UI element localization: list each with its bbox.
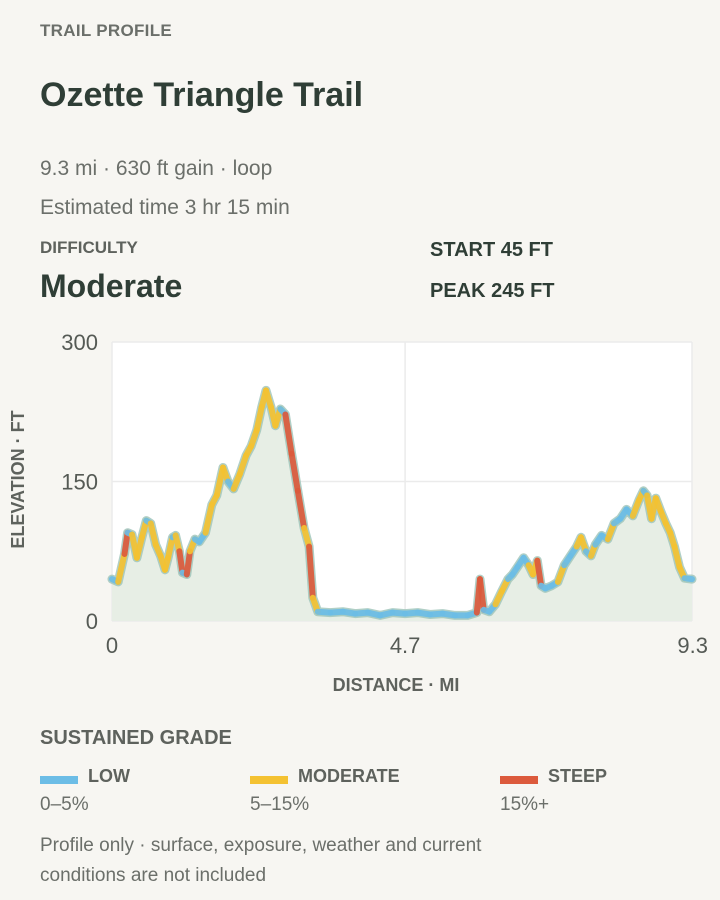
peak-value: 245 FT: [491, 280, 555, 302]
y-tick-label: 150: [61, 470, 98, 495]
profile-segment: [282, 411, 295, 457]
legend-name-moderate: MODERATE: [298, 766, 400, 786]
profile-segment: [202, 501, 215, 536]
y-tick-label: 0: [86, 609, 98, 634]
grade-segments: [109, 387, 695, 619]
legend-swatch-low: [40, 776, 78, 784]
profile-segment: [301, 525, 313, 550]
trail-title: Ozette Triangle Trail: [40, 76, 364, 114]
start-elevation: START 45 FT: [430, 239, 553, 262]
elevation-area: [112, 390, 692, 621]
profile-segment: [165, 534, 176, 561]
difficulty-value: Moderate: [40, 268, 183, 304]
x-tick-labels: 0 4.7 9.3: [106, 633, 708, 658]
profile-segment: [147, 520, 159, 548]
y-tick-labels: 0 150 300: [61, 330, 98, 634]
profile-segment: [477, 576, 487, 613]
profile-segment: [133, 534, 145, 561]
x-tick-label: 0: [106, 633, 118, 658]
profile-segment: [183, 548, 193, 578]
legend-range-steep: 15%+: [500, 794, 550, 815]
profile-segment: [681, 575, 695, 583]
legend-title: SUSTAINED GRADE: [40, 727, 232, 749]
eyebrow-label: TRAIL PROFILE: [40, 21, 173, 40]
x-axis-label: DISTANCE · MI: [333, 675, 460, 695]
legend-swatch-steep: [500, 776, 538, 784]
profile-segment: [534, 557, 545, 589]
legend-range-low: 0–5%: [40, 794, 89, 815]
difficulty-label: DIFFICULTY: [40, 238, 138, 257]
legend-range-moderate: 5–15%: [250, 794, 310, 815]
legend-name-steep: STEEP: [548, 766, 608, 786]
peak-label: PEAK: [430, 280, 486, 302]
start-value: 45 FT: [500, 239, 553, 261]
profile-segment: [176, 548, 186, 576]
start-label: START: [430, 239, 496, 261]
x-tick-label: 9.3: [677, 633, 708, 658]
peak-elevation: PEAK 245 FT: [430, 280, 555, 303]
elevation-chart: 0 150 300 0 4.7 9.3 DISTANCE · MI ELEVATION …: [8, 330, 708, 695]
footnote: Profile only · surface, exposure, weathe…: [40, 835, 482, 886]
profile-segment: [288, 450, 301, 494]
legend-name-low: LOW: [88, 766, 130, 786]
y-tick-label: 300: [61, 330, 98, 355]
estimated-time: Estimated time 3 hr 15 min: [40, 196, 290, 219]
profile-segment: [121, 529, 131, 557]
trail-summary: 9.3 mi · 630 ft gain · loop: [40, 157, 273, 180]
profile-segment: [294, 487, 308, 531]
profile-segment: [236, 452, 250, 478]
profile-segment: [306, 543, 316, 601]
profile-segment: [115, 551, 128, 585]
y-axis-label: ELEVATION · FT: [8, 410, 28, 548]
profile-segment: [671, 543, 683, 571]
x-tick-label: 4.7: [390, 633, 421, 658]
profile-segment: [253, 404, 265, 434]
legend-swatch-moderate: [250, 776, 288, 784]
